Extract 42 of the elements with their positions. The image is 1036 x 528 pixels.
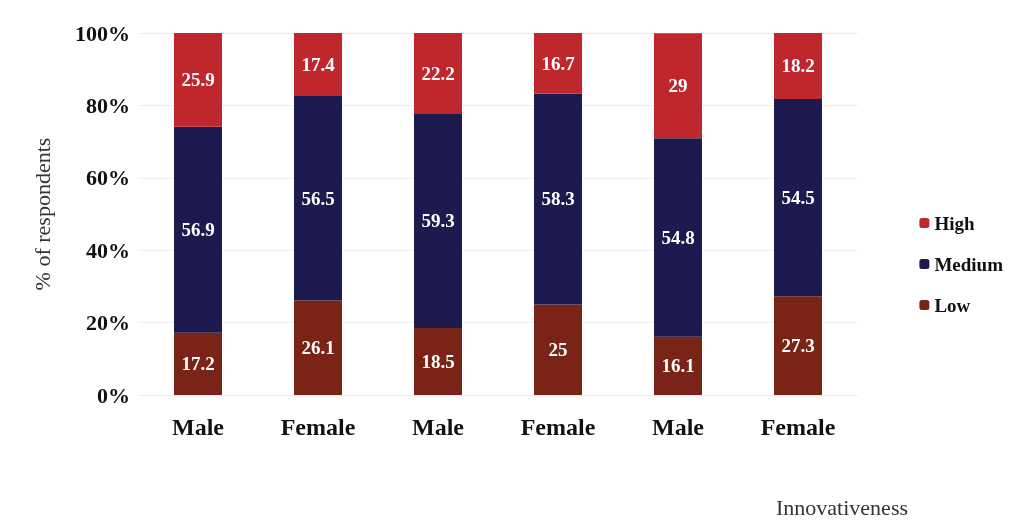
data-label: 54.5 xyxy=(781,187,815,209)
x-axis-title: Innovativeness xyxy=(776,494,908,520)
x-tick-label: Male xyxy=(652,414,705,440)
x-tick-label: Male xyxy=(172,414,225,440)
x-tick-label: Female xyxy=(760,414,836,440)
y-tick-label: 60% xyxy=(86,165,130,191)
data-label: 18.5 xyxy=(421,351,455,373)
data-label: 56.9 xyxy=(181,219,215,241)
bar xyxy=(654,33,702,139)
data-label: 18.2 xyxy=(781,55,815,77)
x-tick-label: Male xyxy=(412,414,465,440)
bar xyxy=(414,113,462,329)
data-label: 16.1 xyxy=(661,355,695,377)
bar xyxy=(534,93,582,305)
data-label: 25 xyxy=(548,339,568,361)
y-tick-label: 80% xyxy=(86,92,130,118)
x-tick-label: Female xyxy=(280,414,356,440)
y-tick-label: 100% xyxy=(75,20,130,46)
legend-label: Low xyxy=(934,294,971,316)
legend-label: High xyxy=(934,212,975,234)
y-tick-label: 40% xyxy=(86,237,130,263)
y-tick-label: 0% xyxy=(97,382,130,408)
data-label: 17.4 xyxy=(301,53,336,75)
data-label: 27.3 xyxy=(781,335,815,357)
bar xyxy=(174,126,222,333)
data-label: 29 xyxy=(668,75,688,97)
data-label: 26.1 xyxy=(301,337,335,359)
y-axis-title: % of respondents xyxy=(29,137,55,291)
data-label: 17.2 xyxy=(181,353,215,375)
data-label: 16.7 xyxy=(541,52,576,74)
x-tick-label: Female xyxy=(520,414,596,440)
data-label: 54.8 xyxy=(661,227,695,249)
data-label: 59.3 xyxy=(421,210,455,232)
data-label: 58.3 xyxy=(541,188,575,210)
bar xyxy=(774,98,822,297)
bar xyxy=(654,138,702,337)
data-label: 25.9 xyxy=(181,69,215,91)
bar xyxy=(294,95,342,301)
y-tick-label: 20% xyxy=(86,310,130,336)
data-label: 56.5 xyxy=(301,187,335,209)
legend-label: Medium xyxy=(934,253,1004,275)
data-label: 22.2 xyxy=(421,62,455,84)
